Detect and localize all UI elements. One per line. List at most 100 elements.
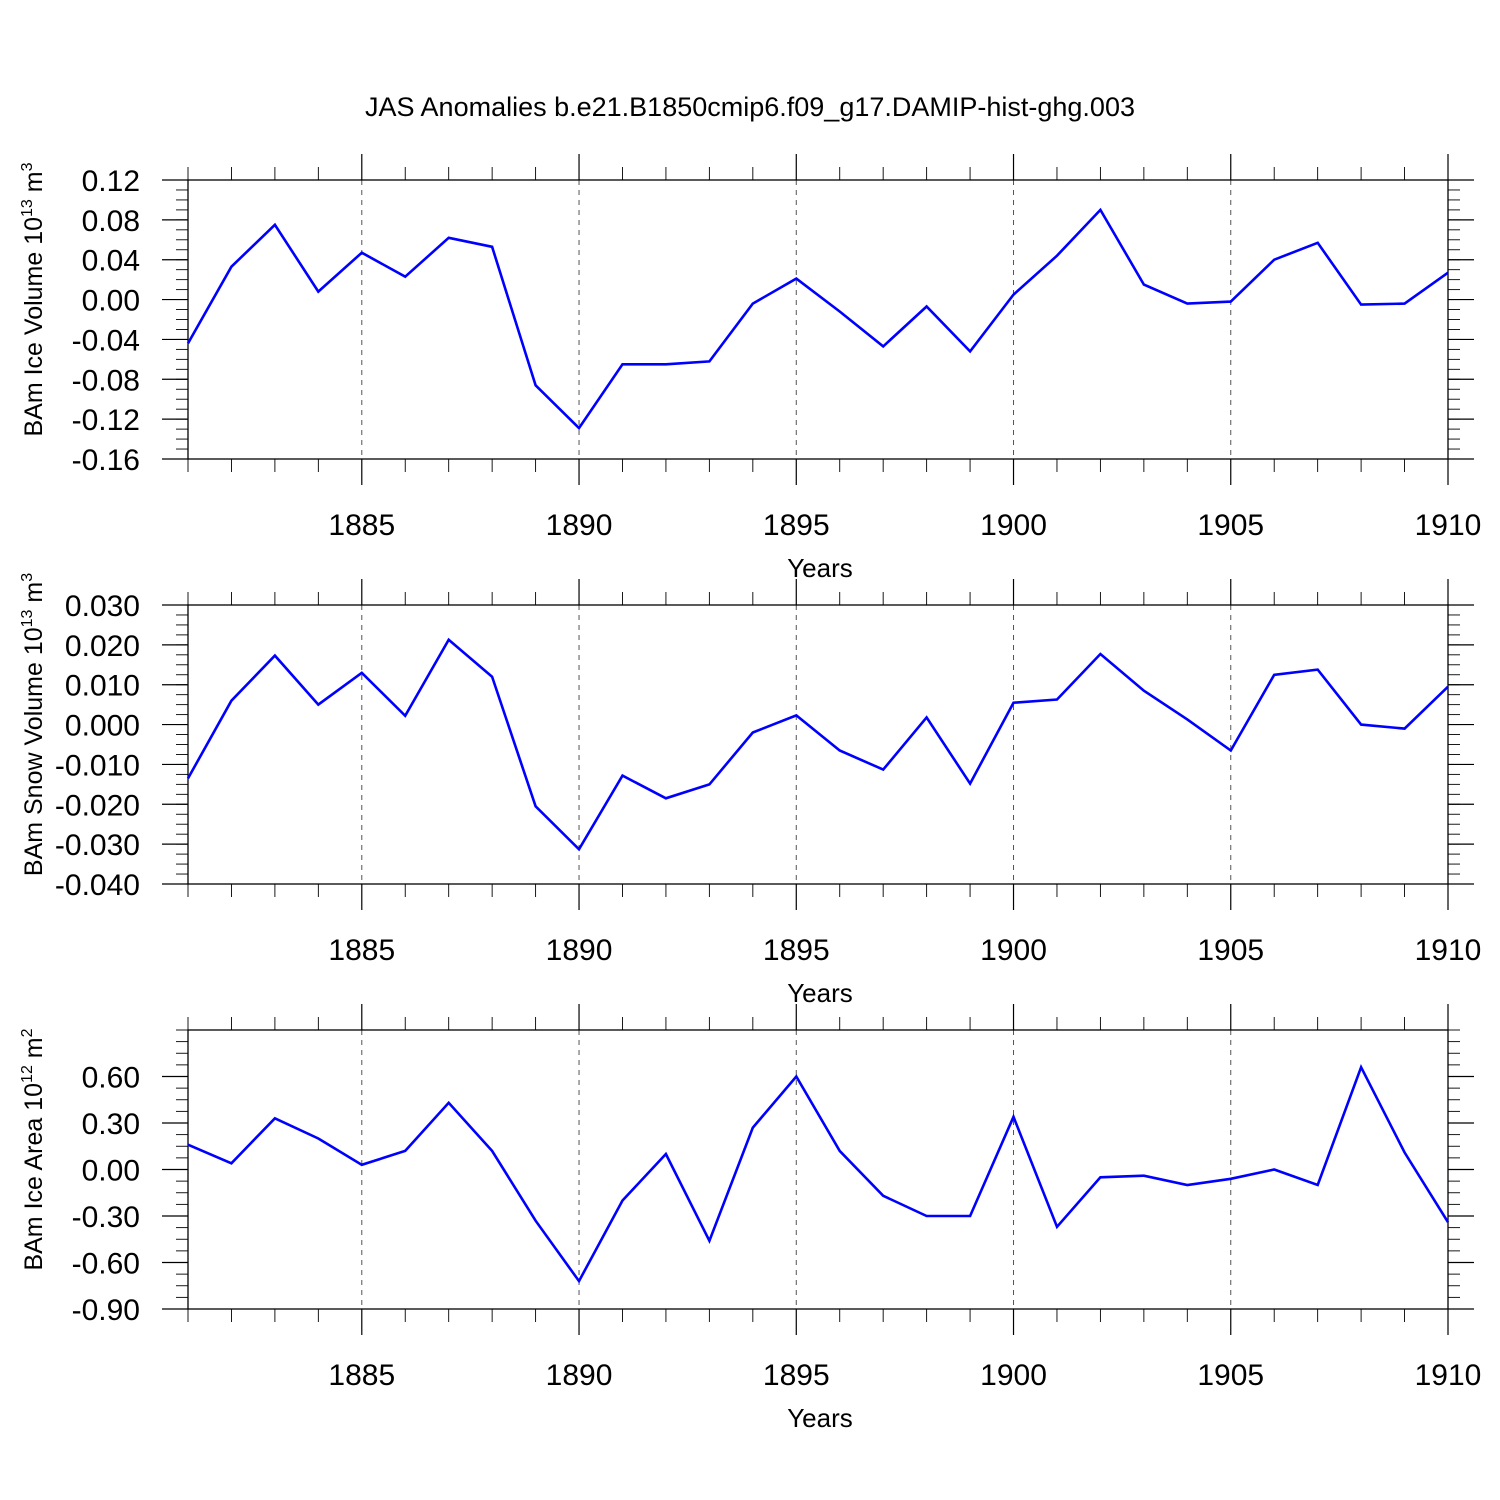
x-tick-label: 1895 xyxy=(763,934,830,967)
series-line xyxy=(187,1063,1450,1284)
data-point xyxy=(881,1194,885,1198)
data-point xyxy=(620,1199,624,1203)
x-axis-label: Years xyxy=(787,553,853,583)
data-point xyxy=(838,748,842,752)
data-point xyxy=(1012,1115,1016,1119)
panels: 0.12 0.08 0.04 0.00 -0.04 -0.08 -0.12 -0.16 1885… xyxy=(19,154,1481,1433)
data-point xyxy=(1316,241,1320,245)
y-axis-label-part: BAm Snow Volume 10 xyxy=(20,627,48,876)
data-point xyxy=(447,236,451,240)
plot-frame xyxy=(187,179,1449,460)
y-tick-label: -0.020 xyxy=(55,789,140,822)
series-line xyxy=(186,637,1449,852)
data-point xyxy=(577,847,581,851)
y-tick-label: 0.00 xyxy=(82,1155,140,1188)
y-tick-label: 0.00 xyxy=(82,285,140,318)
data-point xyxy=(577,1279,581,1283)
data-point xyxy=(1012,701,1016,705)
data-point xyxy=(1359,303,1363,307)
y-tick-label: 0.030 xyxy=(65,590,140,623)
chart-panel-2: 0.030 0.020 0.010 0.000 -0.010 -0.020 -0.030 -0… xyxy=(19,573,1481,1008)
x-tick-label: 1905 xyxy=(1197,1359,1264,1392)
data-point xyxy=(1446,685,1450,689)
data-point xyxy=(403,275,407,279)
x-tick-label: 1895 xyxy=(763,1359,830,1392)
data-point xyxy=(664,362,668,366)
data-point xyxy=(794,277,798,281)
data-point xyxy=(751,1126,755,1130)
data-point xyxy=(447,1101,451,1105)
y-tick-label: -0.030 xyxy=(55,829,140,862)
data-point xyxy=(620,362,624,366)
x-tick-label: 1910 xyxy=(1415,1359,1482,1392)
data-point xyxy=(360,251,364,255)
x-tick-label: 1900 xyxy=(980,934,1047,967)
data-point xyxy=(1272,258,1276,262)
data-point xyxy=(1446,271,1450,275)
x-tick-label: 1885 xyxy=(328,934,395,967)
y-axis-label: BAm Snow Volume 1013 m3 xyxy=(19,573,48,876)
y-tick-label: 0.000 xyxy=(65,710,140,743)
x-tick-label: 1905 xyxy=(1197,934,1264,967)
x-tick-label: 1895 xyxy=(763,509,830,542)
data-point xyxy=(1359,723,1363,727)
y-axis-label-part: m xyxy=(20,171,48,199)
data-point xyxy=(968,782,972,786)
y-tick-label: 0.60 xyxy=(82,1062,140,1095)
x-tick-label: 1900 xyxy=(980,509,1047,542)
data-point xyxy=(1359,1065,1363,1069)
data-point xyxy=(534,804,538,808)
plot-frame xyxy=(187,604,1449,885)
x-tick-label: 1885 xyxy=(328,1359,395,1392)
data-point xyxy=(1055,1225,1059,1229)
data-point xyxy=(273,1116,277,1120)
data-point xyxy=(186,1143,190,1147)
y-tick-label: -0.040 xyxy=(55,869,140,902)
data-point xyxy=(664,796,668,800)
y-tick-label: 0.12 xyxy=(82,165,140,198)
y-tick-label: 0.30 xyxy=(82,1108,140,1141)
x-tick-label: 1885 xyxy=(328,509,395,542)
data-point xyxy=(925,305,929,309)
y-axis-label-superscript: 3 xyxy=(19,162,36,171)
data-point xyxy=(838,1149,842,1153)
data-point xyxy=(490,245,494,249)
data-point xyxy=(1098,652,1102,656)
data-point xyxy=(1098,208,1102,212)
data-point xyxy=(534,383,538,387)
data-point xyxy=(1185,1183,1189,1187)
data-point xyxy=(794,713,798,717)
y-axis-label-superscript: 12 xyxy=(19,1065,36,1083)
data-point xyxy=(1229,748,1233,752)
data-point xyxy=(447,638,451,642)
data-point xyxy=(620,774,624,778)
x-tick-label: 1910 xyxy=(1415,509,1482,542)
x-tick-label: 1910 xyxy=(1415,934,1482,967)
y-tick-label: -0.04 xyxy=(72,324,140,357)
data-point xyxy=(403,714,407,718)
data-point xyxy=(1098,1175,1102,1179)
data-point xyxy=(838,310,842,314)
data-point xyxy=(1229,300,1233,304)
data-point xyxy=(1055,254,1059,258)
data-point xyxy=(316,1137,320,1141)
x-tick-label: 1905 xyxy=(1197,509,1264,542)
y-axis-label-superscript: 13 xyxy=(19,609,36,627)
data-point xyxy=(229,699,233,703)
y-axis-label-part: BAm Ice Volume 10 xyxy=(20,217,48,437)
x-tick-label: 1890 xyxy=(546,934,613,967)
x-tick-label: 1890 xyxy=(546,509,613,542)
data-point xyxy=(229,265,233,269)
data-point xyxy=(751,302,755,306)
data-point xyxy=(707,782,711,786)
data-point xyxy=(490,1149,494,1153)
data-point xyxy=(664,1152,668,1156)
data-point xyxy=(1403,1150,1407,1154)
y-tick-label: -0.12 xyxy=(72,404,140,437)
y-axis-label-part: BAm Ice Area 10 xyxy=(20,1083,48,1271)
y-axis-label-superscript: 2 xyxy=(19,1028,36,1037)
y-tick-label: -0.30 xyxy=(72,1201,140,1234)
data-point xyxy=(273,654,277,658)
data-point xyxy=(1403,727,1407,731)
